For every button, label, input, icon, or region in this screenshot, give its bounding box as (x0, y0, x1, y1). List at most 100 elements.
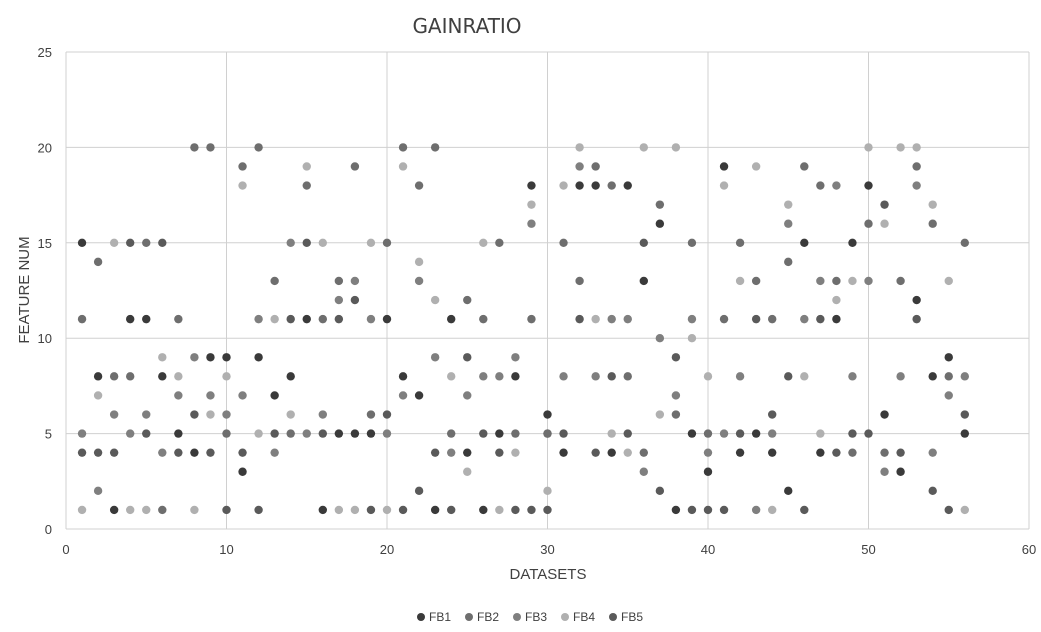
legend-item: FB4 (561, 610, 595, 624)
data-point (800, 314, 809, 324)
data-point (543, 410, 552, 419)
data-point (126, 372, 135, 381)
data-point (527, 219, 536, 228)
data-point (735, 276, 745, 286)
data-point (318, 505, 327, 515)
data-point (575, 181, 584, 190)
data-point (495, 372, 504, 381)
data-point (382, 505, 392, 515)
y-tick-label: 15 (38, 236, 52, 251)
data-point (447, 505, 456, 515)
data-point (109, 505, 119, 515)
data-point (768, 505, 777, 515)
data-point (784, 372, 793, 381)
data-point (880, 448, 889, 457)
data-point (751, 429, 761, 438)
data-point (703, 505, 713, 515)
data-point (735, 238, 745, 247)
legend-label: FB1 (429, 610, 451, 624)
data-point (784, 200, 793, 209)
y-tick-label: 25 (38, 45, 52, 60)
data-point (928, 486, 937, 496)
data-point (286, 372, 295, 381)
data-point (607, 181, 616, 190)
data-point (559, 429, 568, 438)
data-point (960, 238, 969, 247)
data-point (719, 162, 729, 171)
data-point (126, 238, 135, 247)
data-point (655, 334, 665, 343)
data-point (382, 238, 392, 247)
data-point (398, 372, 408, 381)
data-point (463, 391, 472, 400)
data-point (382, 410, 392, 419)
data-point (623, 429, 632, 438)
data-point (671, 410, 681, 419)
data-point (912, 181, 921, 190)
data-point (109, 410, 119, 419)
data-point (286, 410, 295, 419)
data-point (880, 410, 889, 419)
data-point (527, 505, 536, 515)
data-point (206, 391, 215, 400)
data-point (559, 372, 568, 381)
data-point (222, 429, 231, 438)
data-point (463, 467, 472, 476)
data-point (270, 391, 279, 400)
data-point (912, 314, 921, 324)
legend-marker (465, 613, 473, 621)
data-point (174, 314, 183, 324)
data-point (190, 448, 199, 457)
data-point (687, 334, 697, 343)
data-point (158, 238, 167, 247)
data-point (687, 314, 697, 324)
data-point (703, 467, 713, 476)
y-tick-label: 20 (38, 140, 52, 155)
data-point (511, 505, 520, 515)
legend-item: FB3 (513, 610, 547, 624)
data-point (559, 238, 568, 247)
data-point (719, 505, 729, 515)
data-point (896, 448, 905, 457)
data-point (944, 276, 953, 286)
data-point (671, 353, 681, 362)
legend-item: FB2 (465, 610, 499, 624)
data-point (719, 429, 729, 438)
data-point (639, 143, 648, 152)
data-point (912, 143, 921, 152)
data-point (366, 429, 376, 438)
data-point (960, 429, 969, 438)
data-point (912, 162, 921, 171)
data-point (206, 410, 215, 419)
data-point (575, 314, 584, 324)
data-point (880, 467, 889, 476)
data-point (816, 314, 825, 324)
data-point (206, 353, 215, 362)
data-point (238, 391, 247, 400)
data-point (109, 372, 119, 381)
data-point (77, 314, 87, 324)
data-point (623, 314, 632, 324)
x-axis-label: DATASETS (510, 566, 587, 583)
data-point (286, 429, 295, 438)
data-point (158, 505, 167, 515)
data-point (334, 295, 344, 305)
data-point (447, 448, 456, 457)
data-point (190, 505, 199, 515)
data-point (784, 219, 793, 228)
data-point (944, 353, 953, 362)
data-point (848, 276, 857, 286)
data-point (366, 505, 376, 515)
data-point (495, 429, 504, 438)
data-point (414, 486, 424, 496)
data-point (607, 429, 616, 438)
data-point (864, 219, 873, 228)
legend-marker (417, 613, 425, 621)
data-point (126, 429, 135, 438)
legend-marker (513, 613, 521, 621)
data-point (607, 372, 616, 381)
legend-marker (609, 613, 617, 621)
legend: FB1 FB2 FB3 FB4 FB5 (417, 610, 643, 624)
data-point (671, 143, 681, 152)
